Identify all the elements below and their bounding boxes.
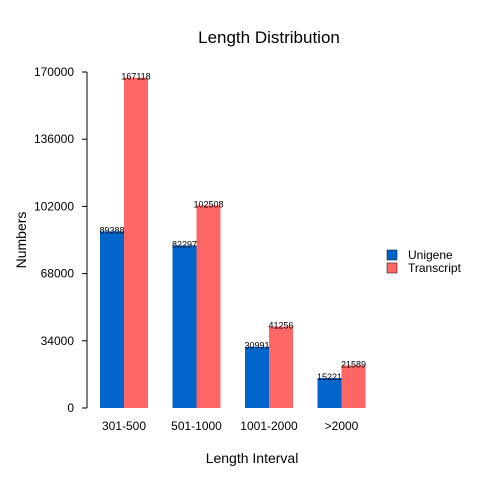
x-axis-label: Length Interval <box>206 450 299 466</box>
legend-swatch-unigene <box>386 249 398 261</box>
data-label-transcript: 21589 <box>341 359 366 369</box>
bar-unigene <box>245 346 269 408</box>
x-tick-label: 301-500 <box>102 419 146 433</box>
legend-label-transcript: Transcript <box>408 261 462 275</box>
bar-unigene <box>317 377 342 408</box>
y-tick-label: 0 <box>67 401 74 415</box>
y-tick-label: 68000 <box>41 267 75 281</box>
x-tick-label: 1001-2000 <box>240 419 298 433</box>
bar-transcript <box>341 365 366 408</box>
y-tick-label: 34000 <box>41 334 75 348</box>
y-tick-label: 136000 <box>34 132 74 146</box>
x-tick-label: >2000 <box>325 419 359 433</box>
data-label-unigene: 82297 <box>172 239 197 249</box>
data-label-transcript: 41256 <box>268 320 293 330</box>
legend-label-unigene: Unigene <box>408 248 453 262</box>
y-tick-label: 170000 <box>34 65 74 79</box>
y-tick-label: 102000 <box>34 199 74 213</box>
data-label-unigene: 15221 <box>317 372 342 382</box>
data-label-transcript: 102508 <box>193 199 223 209</box>
y-axis-label: Numbers <box>13 212 29 269</box>
data-label-unigene: 89388 <box>99 225 124 235</box>
bar-unigene <box>172 245 197 408</box>
bar-transcript <box>124 77 148 408</box>
x-tick-label: 501-1000 <box>171 419 222 433</box>
data-label-transcript: 167118 <box>121 72 150 82</box>
plot-area: 0 34000 68000 102000 136000 170000 89388 167118… <box>34 65 366 433</box>
legend-swatch-transcript <box>386 262 398 274</box>
bar-unigene <box>100 231 124 408</box>
bar-transcript <box>196 205 221 408</box>
bar-transcript <box>269 326 293 408</box>
chart-title: Length Distribution <box>198 28 340 47</box>
data-label-unigene: 30991 <box>244 341 269 351</box>
